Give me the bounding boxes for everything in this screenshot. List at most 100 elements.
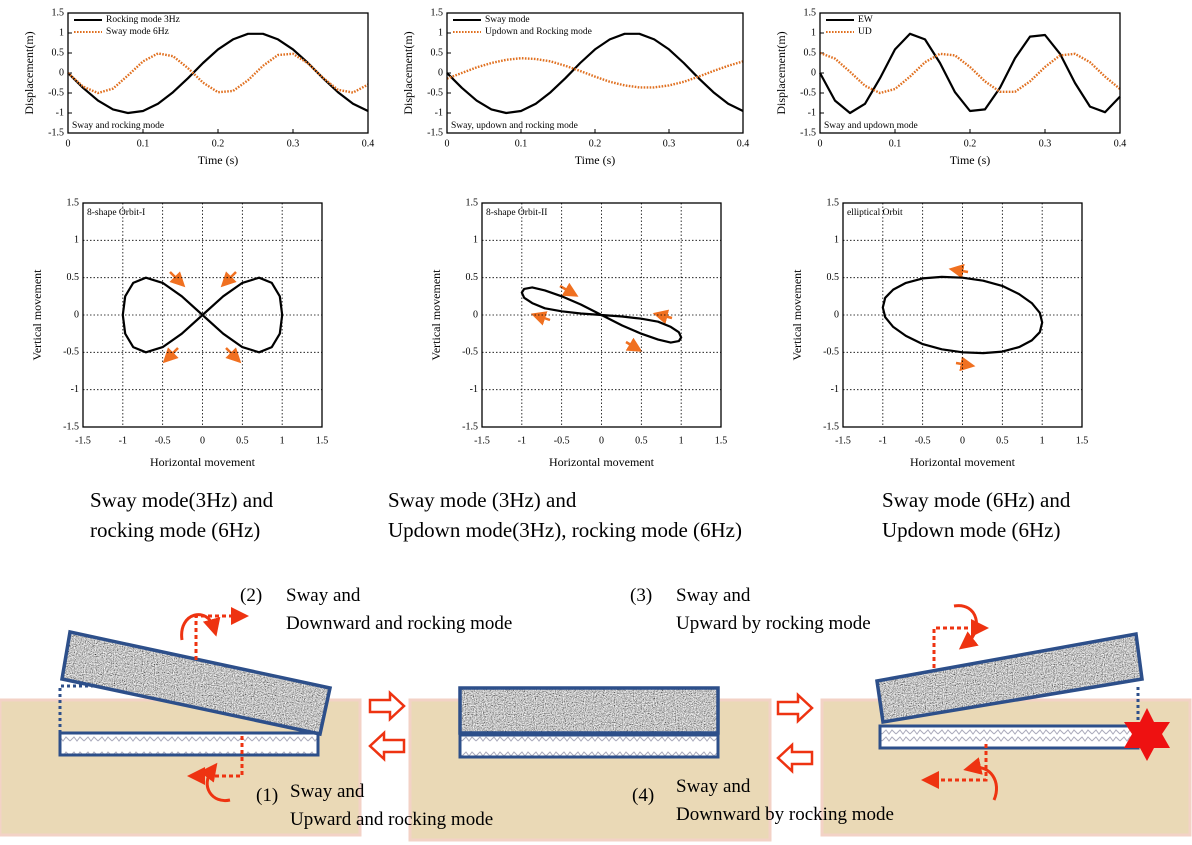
y-tick-label: -1.5 xyxy=(462,421,478,432)
annotation: 8-shape Orbit-II xyxy=(486,208,547,218)
y-tick-label: -0.5 xyxy=(462,347,478,358)
series-line xyxy=(819,51,1121,95)
plot-frame xyxy=(819,12,1121,134)
chart: -1.5 -1 -0.5 0 0.5 1 1.5 0 0.1 0.2 0.3 0.4 Time (s) D… xyxy=(401,7,750,166)
y-tick-label: -0.5 xyxy=(48,87,64,98)
state-text: Upward and rocking mode xyxy=(290,809,493,830)
star xyxy=(1124,708,1170,761)
arrow xyxy=(963,757,998,801)
chart: -1.5 -1 -0.5 0 0.5 1 1.5 -1.5 -1 -0.5 0 0.5 1 1.5 Hori… xyxy=(429,197,728,468)
state-number: (3) xyxy=(630,585,652,606)
chart: -1.5 -1 -0.5 0 0.5 1 1.5 -1.5 -1 -0.5 0 0.5 1 1.5 Hori… xyxy=(30,197,329,468)
y-tick-label: 1 xyxy=(811,27,816,38)
x-tick-label: 1 xyxy=(280,435,285,446)
state-text: Downward by rocking mode xyxy=(676,804,894,825)
y-axis-label: Displacement(m) xyxy=(774,31,788,114)
x-tick-label: 0.3 xyxy=(663,138,676,149)
x-tick-label: 0 xyxy=(960,435,965,446)
arrow xyxy=(652,309,673,325)
x-tick-label: -1.5 xyxy=(75,435,91,446)
arrow xyxy=(199,762,231,803)
x-axis-label: Horizontal movement xyxy=(549,455,655,469)
state-text: Sway and xyxy=(676,776,751,797)
arrow-right xyxy=(368,690,406,722)
y-tick-label: -0.5 xyxy=(823,347,839,358)
y-tick-label: -1 xyxy=(808,107,816,118)
x-tick-label: -0.5 xyxy=(554,435,570,446)
series-line xyxy=(881,275,1044,355)
arrow-left xyxy=(776,742,814,774)
state-text: Sway and xyxy=(286,585,361,606)
block-outline xyxy=(875,631,1144,725)
x-tick-label: 1.5 xyxy=(715,435,728,446)
x-tick-label: -1.5 xyxy=(835,435,851,446)
arrow xyxy=(953,604,979,650)
y-tick-label: -1.5 xyxy=(427,127,443,138)
y-tick-label: 1 xyxy=(834,235,839,246)
arrow xyxy=(932,619,989,668)
x-tick-label: 0 xyxy=(599,435,604,446)
base xyxy=(58,731,320,757)
y-tick-label: -0.5 xyxy=(427,87,443,98)
arrow xyxy=(225,347,242,364)
x-tick-label: 0 xyxy=(200,435,205,446)
y-tick-label: 0.5 xyxy=(67,272,80,283)
x-tick-label: 1 xyxy=(679,435,684,446)
x-tick-label: 0.4 xyxy=(1114,138,1127,149)
series-line xyxy=(446,57,744,89)
x-tick-label: -1.5 xyxy=(474,435,490,446)
x-tick-label: 0.1 xyxy=(889,138,902,149)
state-text: Sway and xyxy=(290,781,365,802)
chart: -1.5 -1 -0.5 0 0.5 1 1.5 0 0.1 0.2 0.3 0.4 Time (s) D… xyxy=(22,7,375,166)
plot-frame xyxy=(842,202,1083,428)
x-tick-label: -1 xyxy=(518,435,526,446)
y-axis-label: Vertical movement xyxy=(429,269,443,361)
x-tick-label: 0.4 xyxy=(362,138,375,149)
y-tick-label: 0.5 xyxy=(804,47,817,58)
legend-label: Rocking mode 3Hz xyxy=(106,15,180,25)
x-tick-label: 1.5 xyxy=(1076,435,1089,446)
diagram: (1) Sway and Upward and rocking mode (2)… xyxy=(0,585,1192,842)
x-tick-label: 0.4 xyxy=(737,138,750,149)
state-number: (1) xyxy=(256,785,278,806)
x-tick-label: 0 xyxy=(818,138,823,149)
caption-line: Sway mode(3Hz) and xyxy=(90,488,274,512)
y-tick-label: -1.5 xyxy=(800,127,816,138)
y-tick-label: 0.5 xyxy=(466,272,479,283)
y-tick-label: -1 xyxy=(435,107,443,118)
x-axis-label: Time (s) xyxy=(575,153,616,167)
y-tick-label: 1 xyxy=(74,235,79,246)
y-tick-label: -0.5 xyxy=(800,87,816,98)
x-tick-label: 1.5 xyxy=(316,435,329,446)
x-tick-label: 0.1 xyxy=(515,138,528,149)
y-tick-label: -1.5 xyxy=(823,421,839,432)
plot-frame xyxy=(446,12,744,134)
y-axis-label: Displacement(m) xyxy=(401,31,415,114)
captions: Sway mode(3Hz) and rocking mode (6Hz) Sw… xyxy=(90,488,1071,542)
y-axis-label: Vertical movement xyxy=(30,269,44,361)
x-tick-label: 0.2 xyxy=(964,138,977,149)
y-tick-label: 1.5 xyxy=(466,197,479,208)
legend-label: Sway mode xyxy=(485,15,530,25)
orbit-arrows xyxy=(162,263,976,372)
arrow xyxy=(921,744,988,789)
state-text: Downward and rocking mode xyxy=(286,613,512,634)
state-text: Sway and xyxy=(676,585,751,606)
x-tick-label: 1 xyxy=(1040,435,1045,446)
state-number: (2) xyxy=(240,585,262,606)
legend-label: Updown and Rocking mode xyxy=(485,27,592,37)
series-line xyxy=(121,276,284,354)
y-tick-label: -1 xyxy=(470,384,478,395)
y-axis-label: Vertical movement xyxy=(790,269,804,361)
y-tick-label: 0 xyxy=(74,309,79,320)
y-tick-label: 0.5 xyxy=(52,47,65,58)
x-tick-label: 0.1 xyxy=(137,138,150,149)
y-tick-label: 1 xyxy=(438,27,443,38)
y-tick-label: 1.5 xyxy=(67,197,80,208)
arrow xyxy=(162,347,179,364)
series-line xyxy=(520,286,683,344)
arrow xyxy=(220,271,237,288)
x-axis-label: Horizontal movement xyxy=(150,455,256,469)
y-tick-label: -1 xyxy=(831,384,839,395)
arrow xyxy=(625,337,643,352)
